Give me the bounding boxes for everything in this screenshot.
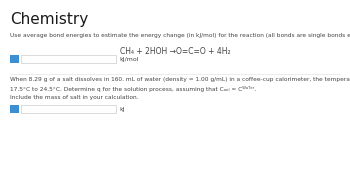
Text: kJ: kJ xyxy=(119,107,125,112)
Text: When 8.29 g of a salt dissolves in 160. mL of water (density = 1.00 g/mL) in a c: When 8.29 g of a salt dissolves in 160. … xyxy=(10,77,350,82)
FancyBboxPatch shape xyxy=(21,105,116,113)
Text: CH₄ + 2HOH →O=C=O + 4H₂: CH₄ + 2HOH →O=C=O + 4H₂ xyxy=(120,47,230,56)
Text: 17.5°C to 24.5°C. Determine q for the solution process, assuming that Cₐₑₗ = Cᵂᵃ: 17.5°C to 24.5°C. Determine q for the so… xyxy=(10,86,256,92)
Text: Include the mass of salt in your calculation.: Include the mass of salt in your calcula… xyxy=(10,95,139,100)
FancyBboxPatch shape xyxy=(10,55,19,63)
Text: Use average bond energies to estimate the energy change (in kJ/mol) for the reac: Use average bond energies to estimate th… xyxy=(10,33,350,38)
Text: Chemistry: Chemistry xyxy=(10,12,88,27)
FancyBboxPatch shape xyxy=(21,55,116,63)
FancyBboxPatch shape xyxy=(10,105,19,113)
Text: kJ/mol: kJ/mol xyxy=(119,56,139,62)
